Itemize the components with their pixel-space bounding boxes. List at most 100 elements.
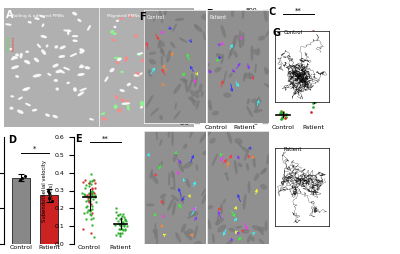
Ellipse shape: [266, 31, 269, 36]
Text: G: G: [272, 27, 280, 38]
Text: Migrated PMNs: Migrated PMNs: [106, 13, 140, 18]
Ellipse shape: [169, 173, 170, 185]
Ellipse shape: [249, 72, 251, 79]
Ellipse shape: [172, 195, 178, 201]
Ellipse shape: [164, 42, 167, 45]
Ellipse shape: [238, 143, 242, 148]
Ellipse shape: [150, 52, 156, 54]
Ellipse shape: [152, 174, 158, 184]
Ellipse shape: [114, 26, 116, 28]
Ellipse shape: [196, 101, 199, 109]
Ellipse shape: [153, 230, 156, 234]
Ellipse shape: [13, 57, 17, 58]
Ellipse shape: [251, 46, 253, 60]
Ellipse shape: [23, 88, 30, 90]
Ellipse shape: [176, 89, 179, 91]
Ellipse shape: [34, 58, 38, 62]
Ellipse shape: [252, 99, 257, 102]
Ellipse shape: [195, 25, 198, 29]
Ellipse shape: [151, 14, 158, 17]
Ellipse shape: [113, 33, 116, 34]
Ellipse shape: [155, 224, 156, 239]
Ellipse shape: [159, 14, 162, 16]
Ellipse shape: [259, 36, 264, 40]
Ellipse shape: [35, 18, 39, 19]
Ellipse shape: [156, 126, 157, 140]
Ellipse shape: [254, 110, 262, 112]
Ellipse shape: [210, 138, 215, 143]
Ellipse shape: [53, 64, 58, 67]
Ellipse shape: [205, 69, 210, 72]
Ellipse shape: [180, 195, 184, 203]
Y-axis label: Subendothelial velocity
(um/s): Subendothelial velocity (um/s): [42, 160, 53, 221]
Ellipse shape: [154, 15, 156, 21]
Ellipse shape: [160, 140, 162, 145]
Ellipse shape: [226, 240, 232, 246]
Ellipse shape: [213, 111, 218, 115]
Ellipse shape: [159, 41, 164, 46]
Ellipse shape: [177, 17, 181, 20]
Ellipse shape: [265, 84, 270, 87]
Ellipse shape: [180, 86, 181, 87]
Ellipse shape: [247, 107, 252, 116]
Ellipse shape: [130, 15, 132, 17]
Ellipse shape: [114, 105, 117, 108]
Ellipse shape: [73, 12, 76, 15]
Ellipse shape: [186, 179, 190, 187]
Ellipse shape: [67, 82, 69, 84]
Ellipse shape: [64, 30, 71, 31]
Ellipse shape: [248, 235, 251, 242]
Ellipse shape: [150, 59, 155, 64]
Ellipse shape: [146, 95, 153, 107]
Ellipse shape: [156, 230, 157, 246]
Ellipse shape: [166, 49, 168, 52]
Ellipse shape: [139, 73, 142, 75]
Ellipse shape: [42, 50, 46, 54]
Ellipse shape: [110, 69, 114, 72]
Ellipse shape: [174, 111, 180, 119]
Ellipse shape: [42, 24, 44, 26]
Ellipse shape: [208, 206, 212, 209]
Ellipse shape: [196, 93, 199, 98]
Ellipse shape: [184, 231, 192, 240]
Ellipse shape: [165, 99, 167, 100]
Ellipse shape: [168, 199, 174, 210]
Ellipse shape: [64, 67, 69, 70]
Ellipse shape: [171, 187, 174, 189]
Ellipse shape: [178, 100, 183, 102]
Ellipse shape: [20, 54, 22, 58]
Ellipse shape: [178, 162, 183, 172]
Ellipse shape: [46, 45, 48, 47]
Ellipse shape: [140, 102, 144, 106]
Ellipse shape: [168, 127, 170, 137]
Ellipse shape: [194, 226, 198, 238]
Ellipse shape: [120, 90, 124, 91]
Ellipse shape: [25, 61, 28, 62]
Ellipse shape: [176, 233, 180, 242]
Ellipse shape: [164, 8, 166, 15]
Ellipse shape: [90, 119, 93, 120]
Ellipse shape: [60, 70, 64, 73]
Ellipse shape: [12, 57, 16, 60]
Ellipse shape: [173, 24, 176, 31]
Ellipse shape: [248, 182, 250, 193]
Ellipse shape: [229, 73, 232, 77]
Ellipse shape: [146, 14, 148, 16]
Ellipse shape: [189, 211, 198, 216]
Ellipse shape: [160, 49, 164, 53]
Ellipse shape: [80, 65, 82, 68]
Ellipse shape: [244, 148, 249, 160]
Ellipse shape: [171, 42, 175, 47]
Ellipse shape: [150, 170, 152, 178]
Ellipse shape: [247, 99, 250, 104]
Ellipse shape: [26, 51, 28, 52]
Ellipse shape: [199, 84, 202, 92]
Ellipse shape: [221, 26, 226, 37]
Ellipse shape: [56, 70, 62, 73]
Ellipse shape: [240, 31, 241, 47]
Text: E: E: [76, 135, 82, 145]
Text: Patient: Patient: [12, 36, 16, 51]
Ellipse shape: [190, 129, 194, 137]
Ellipse shape: [184, 144, 187, 148]
Ellipse shape: [231, 41, 236, 56]
